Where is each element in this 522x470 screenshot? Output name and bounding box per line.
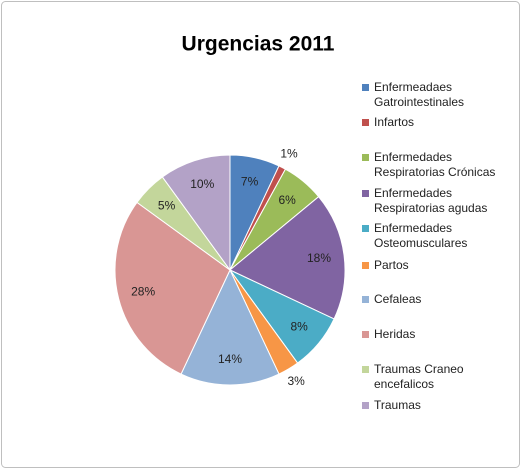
legend-label: Enfermedades Respiratorias Crónicas [374, 150, 496, 179]
legend-label: Traumas [374, 398, 421, 412]
legend-item: Cefaleas [362, 292, 512, 307]
legend-label: Heridas [374, 327, 416, 341]
data-label: 18% [307, 251, 331, 265]
legend-item: Infartos [362, 115, 512, 130]
legend-swatch [362, 154, 369, 161]
pie-slice [161, 154, 231, 272]
legend-item: Traumas [362, 398, 512, 413]
legend-swatch [362, 331, 369, 338]
data-label: 8% [290, 319, 308, 333]
legend-swatch [362, 190, 369, 197]
legend-swatch [362, 119, 369, 126]
data-label: 6% [279, 193, 297, 207]
pie-slice [229, 195, 346, 320]
data-label: 10% [190, 177, 214, 191]
legend-item: Enfermedades Respiratorias Crónicas [362, 150, 512, 180]
data-label: 3% [287, 374, 305, 388]
legend-swatch [362, 225, 369, 232]
legend-label: Cefaleas [374, 292, 422, 306]
legend-label: Infartos [374, 115, 415, 129]
legend-item: Traumas Craneo encefalicos [362, 362, 512, 392]
legend-item: Partos [362, 258, 512, 273]
chart-title: Urgencias 2011 [182, 33, 335, 56]
legend-swatch [362, 402, 369, 409]
legend-item: Enfermedades Respiratorias agudas [362, 186, 512, 216]
legend-item: Heridas [362, 327, 512, 342]
legend-label: Partos [374, 258, 409, 272]
legend-item: Enfermedades Osteomusculares [362, 221, 512, 251]
data-label: 5% [158, 199, 176, 213]
legend-swatch [362, 296, 369, 303]
data-label: 28% [131, 284, 155, 298]
pie-slice [180, 268, 280, 386]
legend-label: Enfermedades Osteomusculares [374, 221, 468, 250]
legend-label: Traumas Craneo encefalicos [374, 362, 464, 391]
legend-item: Enfermeadaes Gatrointestinales [362, 80, 512, 110]
legend-swatch [362, 84, 369, 91]
data-label: 7% [241, 175, 259, 189]
data-label: 14% [218, 352, 242, 366]
pie-slice [114, 201, 231, 375]
legend-label: Enfermedades Respiratorias agudas [374, 186, 488, 215]
data-label: 1% [280, 146, 298, 160]
legend-swatch [362, 262, 369, 269]
legend-label: Enfermeadaes Gatrointestinales [374, 80, 465, 109]
legend-swatch [362, 366, 369, 373]
